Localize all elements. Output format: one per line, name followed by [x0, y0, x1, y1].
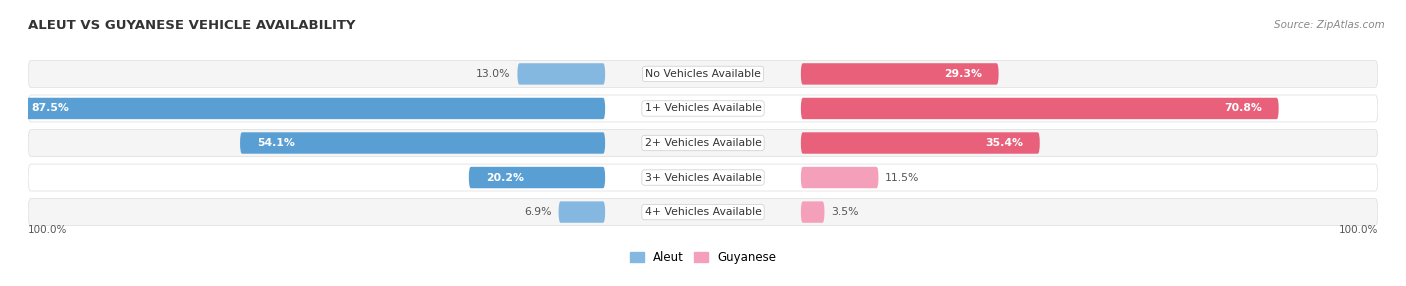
- FancyBboxPatch shape: [28, 130, 1378, 156]
- Text: 29.3%: 29.3%: [943, 69, 981, 79]
- FancyBboxPatch shape: [468, 167, 605, 188]
- Text: 35.4%: 35.4%: [984, 138, 1024, 148]
- FancyBboxPatch shape: [558, 201, 605, 223]
- Text: No Vehicles Available: No Vehicles Available: [645, 69, 761, 79]
- Text: 6.9%: 6.9%: [524, 207, 551, 217]
- FancyBboxPatch shape: [28, 60, 1378, 88]
- FancyBboxPatch shape: [801, 63, 998, 85]
- FancyBboxPatch shape: [517, 63, 605, 85]
- Text: 70.8%: 70.8%: [1225, 104, 1261, 114]
- Text: 11.5%: 11.5%: [886, 172, 920, 182]
- Text: 4+ Vehicles Available: 4+ Vehicles Available: [644, 207, 762, 217]
- FancyBboxPatch shape: [801, 201, 824, 223]
- FancyBboxPatch shape: [28, 198, 1378, 226]
- Text: ALEUT VS GUYANESE VEHICLE AVAILABILITY: ALEUT VS GUYANESE VEHICLE AVAILABILITY: [28, 19, 356, 33]
- FancyBboxPatch shape: [240, 132, 605, 154]
- Text: 100.0%: 100.0%: [1339, 225, 1378, 235]
- FancyBboxPatch shape: [28, 95, 1378, 122]
- FancyBboxPatch shape: [28, 164, 1378, 191]
- Legend: Aleut, Guyanese: Aleut, Guyanese: [626, 247, 780, 269]
- Text: 2+ Vehicles Available: 2+ Vehicles Available: [644, 138, 762, 148]
- FancyBboxPatch shape: [801, 132, 1040, 154]
- Text: 3.5%: 3.5%: [831, 207, 859, 217]
- Text: 87.5%: 87.5%: [31, 104, 69, 114]
- Text: 100.0%: 100.0%: [28, 225, 67, 235]
- Text: 54.1%: 54.1%: [257, 138, 295, 148]
- Text: 3+ Vehicles Available: 3+ Vehicles Available: [644, 172, 762, 182]
- FancyBboxPatch shape: [801, 98, 1278, 119]
- Text: Source: ZipAtlas.com: Source: ZipAtlas.com: [1274, 20, 1385, 30]
- FancyBboxPatch shape: [801, 167, 879, 188]
- Text: 13.0%: 13.0%: [477, 69, 510, 79]
- Text: 20.2%: 20.2%: [485, 172, 523, 182]
- Text: 1+ Vehicles Available: 1+ Vehicles Available: [644, 104, 762, 114]
- FancyBboxPatch shape: [14, 98, 605, 119]
